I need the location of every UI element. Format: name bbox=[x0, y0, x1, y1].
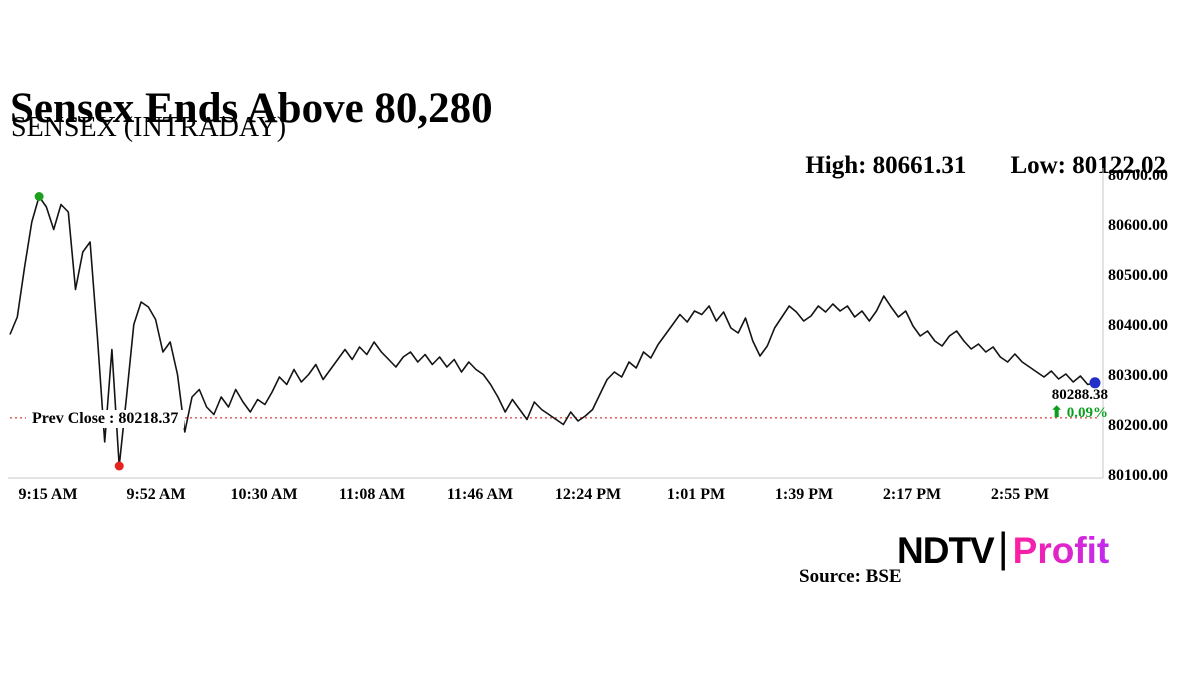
x-tick-label: 12:24 PM bbox=[554, 486, 622, 503]
high-value: High: 80661.31 bbox=[805, 152, 967, 179]
profit-logo-text: Profit bbox=[1012, 530, 1110, 571]
y-tick-label: 80200.00 bbox=[1108, 417, 1168, 434]
source-attribution: Source: BSE bbox=[799, 566, 902, 587]
y-tick-label: 80500.00 bbox=[1108, 267, 1168, 284]
x-tick-label: 2:17 PM bbox=[882, 486, 942, 503]
x-tick-label: 2:55 PM bbox=[990, 486, 1050, 503]
x-tick-label: 11:08 AM bbox=[338, 486, 406, 503]
logo-separator: | bbox=[997, 524, 1009, 572]
x-tick-label: 1:39 PM bbox=[774, 486, 834, 503]
low-value: Low: 80122.02 bbox=[1010, 152, 1166, 179]
x-tick-label: 11:46 AM bbox=[446, 486, 514, 503]
y-tick-label: 80400.00 bbox=[1108, 317, 1168, 334]
x-tick-label: 10:30 AM bbox=[230, 486, 298, 503]
change-percent: 0.09% bbox=[1066, 404, 1108, 421]
ndtv-profit-logo: NDTV | Profit bbox=[897, 524, 1110, 572]
y-tick-label: 80300.00 bbox=[1108, 367, 1168, 384]
ndtv-logo-text: NDTV bbox=[897, 530, 995, 571]
prev-close-label: Prev Close : 80218.37 bbox=[26, 410, 185, 428]
change-row: ⬆ 0.09% bbox=[1050, 405, 1108, 422]
y-tick-label: 80100.00 bbox=[1108, 467, 1168, 484]
high-low-row: High: 80661.31 Low: 80122.02 bbox=[805, 152, 1166, 180]
up-arrow-icon: ⬆ bbox=[1050, 404, 1063, 421]
last-price: 80288.38 bbox=[1051, 387, 1108, 403]
y-tick-label: 80600.00 bbox=[1108, 217, 1168, 234]
x-tick-label: 9:52 AM bbox=[126, 486, 186, 503]
x-tick-label: 9:15 AM bbox=[18, 486, 78, 503]
last-price-callout: 80288.38 ⬆ 0.09% bbox=[1050, 387, 1108, 421]
chart-subtitle: SENSEX (INTRADAY) bbox=[11, 112, 287, 143]
y-tick-label: 80700.00 bbox=[1108, 167, 1168, 184]
page-title: Sensex Ends Above 80,280 bbox=[10, 84, 493, 132]
x-tick-label: 1:01 PM bbox=[666, 486, 726, 503]
